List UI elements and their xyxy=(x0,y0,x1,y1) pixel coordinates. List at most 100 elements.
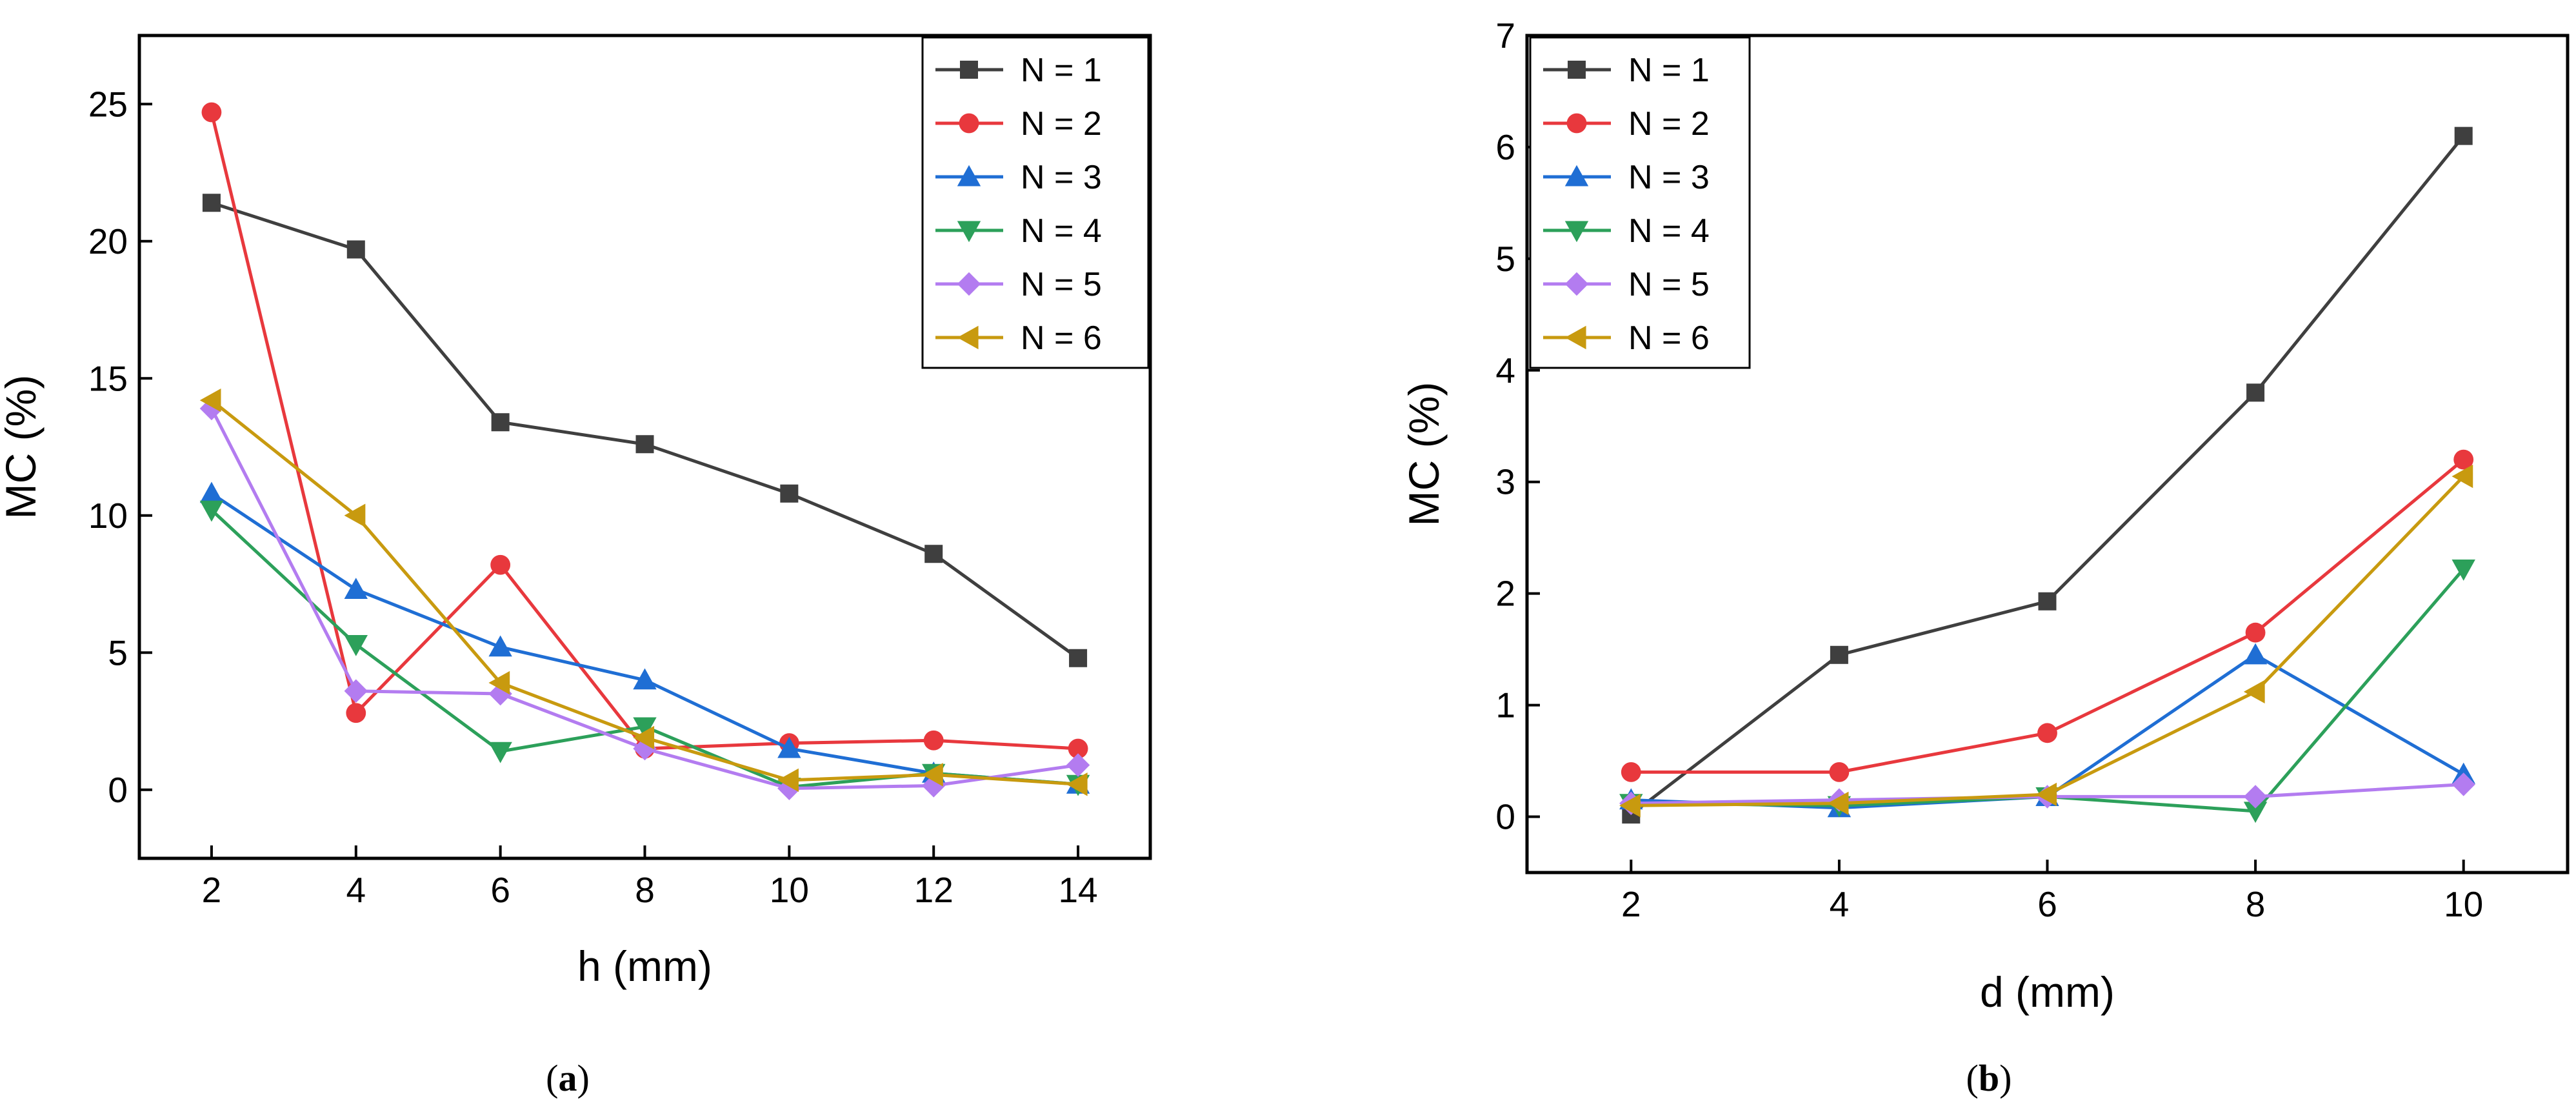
data-point-series-2 xyxy=(1829,762,1850,782)
y-tick-label: 20 xyxy=(88,221,128,261)
legend-label-3: N = 3 xyxy=(1628,159,1710,196)
y-tick-label: 15 xyxy=(88,358,128,398)
data-point-series-2 xyxy=(346,703,366,723)
data-point-series-4 xyxy=(344,634,368,656)
y-tick-label: 0 xyxy=(108,770,128,810)
data-point-series-6 xyxy=(2243,680,2265,704)
data-point-series-6 xyxy=(1827,791,1849,815)
y-tick-label: 25 xyxy=(88,84,128,124)
legend-label-4: N = 4 xyxy=(1021,212,1102,250)
data-point-series-1 xyxy=(780,484,799,503)
legend-label-1: N = 1 xyxy=(1628,52,1710,89)
data-point-series-6 xyxy=(199,389,221,412)
data-point-series-3 xyxy=(344,578,368,600)
data-point-series-2 xyxy=(923,730,944,751)
data-point-series-6 xyxy=(1066,773,1088,796)
caption-open: ( xyxy=(546,1057,558,1099)
x-axis-title: d (mm) xyxy=(1980,968,2115,1016)
x-tick-label: 8 xyxy=(2246,884,2266,924)
caption-close: ) xyxy=(577,1057,590,1099)
data-point-series-6 xyxy=(1619,794,1641,818)
data-point-series-3 xyxy=(199,481,224,503)
caption-open: ( xyxy=(1966,1057,1979,1099)
legend-marker-3 xyxy=(1564,165,1589,187)
legend-label-4: N = 4 xyxy=(1628,212,1710,250)
y-tick-label: 1 xyxy=(1495,685,1515,725)
data-point-series-3 xyxy=(488,635,512,657)
data-point-series-1 xyxy=(2246,383,2265,402)
data-point-series-1 xyxy=(2038,592,2057,611)
data-point-series-4 xyxy=(2451,560,2475,581)
legend-label-6: N = 6 xyxy=(1021,319,1102,357)
data-point-series-5 xyxy=(2451,773,2475,796)
data-point-series-4 xyxy=(633,717,657,739)
data-point-series-2 xyxy=(2245,622,2266,643)
data-point-series-5 xyxy=(1066,753,1090,777)
x-tick-label: 12 xyxy=(914,870,954,910)
panel-caption: (b) xyxy=(1966,1057,2012,1099)
legend-marker-1 xyxy=(960,61,978,79)
y-axis-title: MC (%) xyxy=(1400,382,1448,527)
data-point-series-5 xyxy=(344,679,368,703)
x-tick-label: 10 xyxy=(770,870,809,910)
legend-box xyxy=(1529,36,1751,369)
data-point-series-5 xyxy=(922,774,946,798)
legend-label-5: N = 5 xyxy=(1628,266,1710,303)
data-point-series-6 xyxy=(633,725,655,750)
y-axis-title: MC (%) xyxy=(0,375,45,520)
x-tick-label: 8 xyxy=(635,870,655,910)
legend-marker-2 xyxy=(959,113,979,134)
caption-letter: a xyxy=(559,1057,577,1099)
data-point-series-2 xyxy=(1068,738,1088,759)
legend-marker-4 xyxy=(957,221,981,243)
data-point-series-4 xyxy=(199,500,224,522)
data-point-series-2 xyxy=(2453,449,2474,470)
data-point-series-1 xyxy=(491,413,510,432)
y-tick-label: 10 xyxy=(88,496,128,536)
data-point-series-2 xyxy=(201,102,222,123)
data-point-series-2 xyxy=(2037,723,2057,743)
y-tick-label: 5 xyxy=(108,632,128,672)
legend-label-2: N = 2 xyxy=(1628,105,1710,143)
y-tick-label: 2 xyxy=(1495,574,1515,614)
x-tick-label: 6 xyxy=(2037,884,2057,924)
caption-close: ) xyxy=(1999,1057,2012,1099)
data-point-series-5 xyxy=(2243,785,2268,809)
data-point-series-4 xyxy=(2243,802,2268,823)
data-point-series-1 xyxy=(346,240,365,259)
legend-marker-4 xyxy=(1564,221,1589,243)
data-point-series-3 xyxy=(633,668,657,690)
data-point-series-1 xyxy=(924,545,943,563)
data-point-series-2 xyxy=(490,554,511,575)
legend-label-1: N = 1 xyxy=(1021,52,1102,89)
legend-label-2: N = 2 xyxy=(1021,105,1102,143)
legend-marker-3 xyxy=(957,165,981,187)
data-point-series-1 xyxy=(2454,126,2473,145)
data-point-series-6 xyxy=(488,671,510,695)
data-point-series-6 xyxy=(2451,464,2473,489)
y-tick-label: 7 xyxy=(1495,15,1515,56)
data-point-series-1 xyxy=(1830,645,1848,664)
data-point-series-3 xyxy=(777,736,801,758)
data-point-series-6 xyxy=(344,503,366,527)
data-point-series-1 xyxy=(202,194,221,212)
legend-label-3: N = 3 xyxy=(1021,159,1102,196)
data-point-series-6 xyxy=(922,763,943,787)
y-tick-label: 5 xyxy=(1495,239,1515,279)
x-tick-label: 4 xyxy=(346,870,366,910)
x-tick-label: 4 xyxy=(1830,884,1850,924)
data-point-series-2 xyxy=(1621,762,1641,782)
data-point-series-3 xyxy=(2243,643,2268,665)
caption-letter: b xyxy=(1979,1057,1999,1099)
legend-label-6: N = 6 xyxy=(1628,319,1710,357)
y-tick-label: 4 xyxy=(1495,350,1515,390)
y-tick-label: 0 xyxy=(1495,797,1515,837)
x-tick-label: 10 xyxy=(2444,884,2483,924)
legend-label-5: N = 5 xyxy=(1021,266,1102,303)
x-tick-label: 6 xyxy=(490,870,510,910)
panel-b: 2 4 6 8 10 0 1 2 3 4 5 6 7 d (mm) MC (%) N = 1 N = 2 N = … xyxy=(1400,15,2570,1099)
y-tick-label: 6 xyxy=(1495,127,1515,167)
x-axis-title: h (mm) xyxy=(577,942,712,990)
data-point-series-6 xyxy=(2035,782,2057,807)
